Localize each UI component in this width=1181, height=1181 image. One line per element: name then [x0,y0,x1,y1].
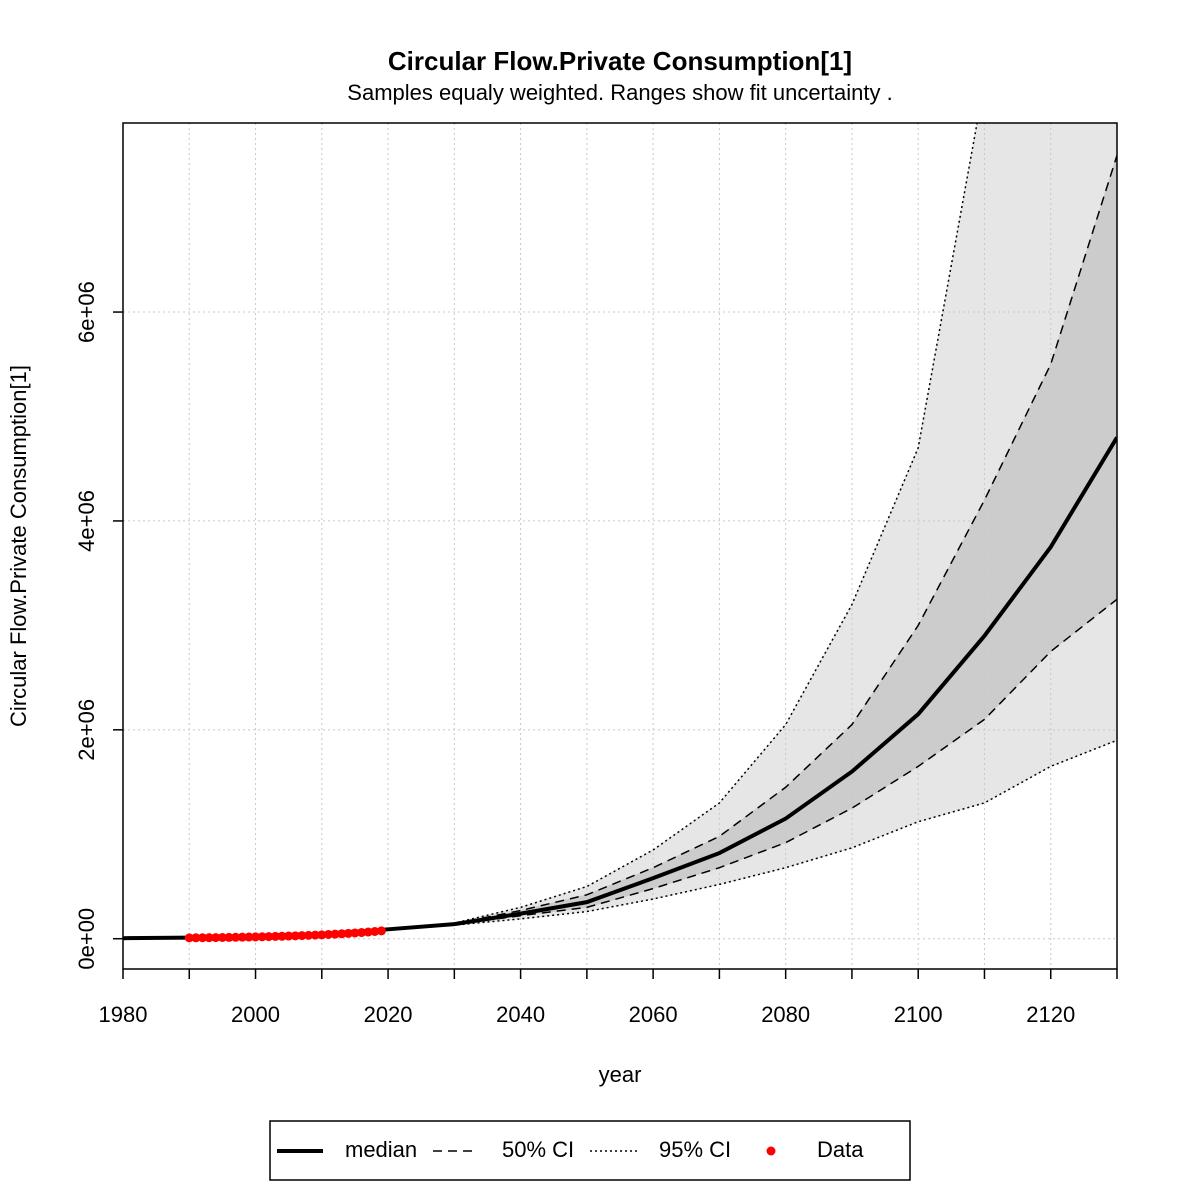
y-tick-label: 4e+06 [74,490,99,552]
data-point [191,933,201,943]
x-tick-label: 2100 [894,1002,943,1027]
data-point [231,932,241,942]
data-point [317,930,327,940]
data-point [284,931,294,941]
data-point [244,932,254,942]
data-point [204,933,214,943]
y-tick-label: 2e+06 [74,699,99,761]
lines [123,123,1117,943]
data-point [304,930,314,940]
data-point [224,932,234,942]
data-point [277,931,287,941]
data-point [370,926,380,936]
data-point [376,926,386,936]
bands [123,123,1117,939]
data-point [290,931,300,941]
data-point [337,929,347,939]
legend-label: 50% CI [502,1137,574,1162]
axes: 1980 2000 2020 2040 2060 2080 2100 2120 0e+00 2e+… [74,281,1118,1027]
data-point [251,932,261,942]
x-axis-label: year [599,1062,642,1087]
ci-band [1050,155,1117,653]
data-point [323,930,333,940]
data-point [357,928,367,938]
y-axis-label: Circular Flow.Private Consumption[1] [6,365,31,727]
data-point [211,933,221,943]
x-tick-label: 2120 [1026,1002,1075,1027]
data-point [198,933,208,943]
data-point [270,931,280,941]
x-tick-label: 1980 [99,1002,148,1027]
chart-subtitle: Samples equaly weighted. Ranges show fit… [347,80,892,105]
data-point [343,928,353,938]
data-point [237,932,247,942]
data-point [350,928,360,938]
legend-label: median [345,1137,417,1162]
legend-swatch [766,1146,776,1156]
y-tick-label: 6e+06 [74,281,99,343]
data-point [310,930,320,940]
x-tick-label: 2060 [629,1002,678,1027]
legend-label: Data [817,1137,864,1162]
legend: median 50% CI 95% CI Data [277,1137,864,1162]
data-point [330,929,340,939]
data-point [297,931,307,941]
data-point [184,933,194,943]
x-tick-label: 2080 [761,1002,810,1027]
legend-label: 95% CI [659,1137,731,1162]
plot-frame [122,122,1118,970]
data-point [264,932,274,942]
data-point [363,927,373,937]
x-tick-label: 2020 [364,1002,413,1027]
x-tick-label: 2000 [231,1002,280,1027]
data-point [217,932,227,942]
grid [122,123,1118,969]
y-tick-label: 0e+00 [74,908,99,970]
data-point [257,932,267,942]
chart-title: Circular Flow.Private Consumption[1] [388,46,852,76]
x-tick-label: 2040 [496,1002,545,1027]
